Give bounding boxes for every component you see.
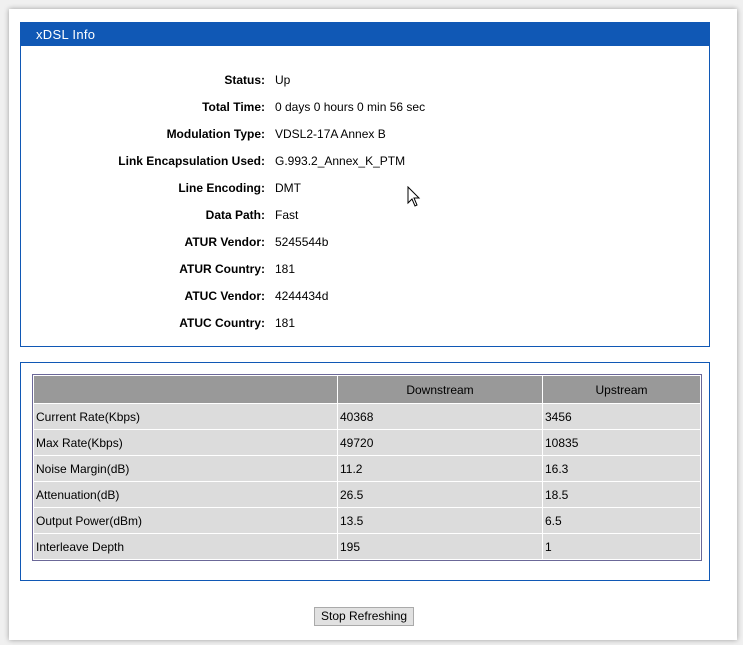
- info-value: G.993.2_Annex_K_PTM: [275, 154, 406, 168]
- info-row: Link Encapsulation Used: G.993.2_Annex_K_…: [21, 153, 709, 169]
- info-value: Fast: [275, 208, 299, 222]
- table-cell: 26.5: [338, 482, 542, 507]
- column-header: Upstream: [543, 376, 700, 403]
- table-cell: 3456: [543, 404, 700, 429]
- info-value: Up: [275, 73, 291, 87]
- info-label: Status:: [224, 73, 265, 87]
- table-cell: 10835: [543, 430, 700, 455]
- info-label: Line Encoding:: [178, 181, 265, 195]
- info-row: Total Time: 0 days 0 hours 0 min 56 sec: [21, 99, 709, 115]
- table-cell: 6.5: [543, 508, 700, 533]
- xdsl-stats-panel: Downstream Upstream Current Rate(Kbps) 403…: [20, 362, 710, 581]
- info-value: VDSL2-17A Annex B: [275, 127, 386, 141]
- table-cell: 13.5: [338, 508, 542, 533]
- info-value: 0 days 0 hours 0 min 56 sec: [275, 100, 426, 114]
- stop-refreshing-button[interactable]: Stop Refreshing: [314, 607, 415, 626]
- table-cell: Max Rate(Kbps): [34, 430, 337, 455]
- info-value: 4244434d: [275, 289, 329, 303]
- table-row: Interleave Depth 195 1: [34, 534, 700, 559]
- info-row: Status: Up: [21, 72, 709, 88]
- column-header: [34, 376, 337, 403]
- table-cell: 49720: [338, 430, 542, 455]
- mouse-cursor-icon: [407, 186, 421, 207]
- table-cell: 16.3: [543, 456, 700, 481]
- info-label: Link Encapsulation Used:: [118, 154, 265, 168]
- info-label: Modulation Type:: [166, 127, 265, 141]
- info-label: ATUR Country:: [179, 262, 265, 276]
- panel-title: xDSL Info: [21, 23, 709, 46]
- info-label: ATUR Vendor:: [184, 235, 265, 249]
- info-label: ATUC Vendor:: [184, 289, 265, 303]
- info-row: Modulation Type: VDSL2-17A Annex B: [21, 126, 709, 142]
- info-label: ATUC Country:: [179, 316, 265, 330]
- table-row: Output Power(dBm) 13.5 6.5: [34, 508, 700, 533]
- table-cell: Current Rate(Kbps): [34, 404, 337, 429]
- table-row: Max Rate(Kbps) 49720 10835: [34, 430, 700, 455]
- xdsl-stats-table: Downstream Upstream Current Rate(Kbps) 403…: [32, 374, 702, 561]
- info-value: DMT: [275, 181, 301, 195]
- table-cell: 11.2: [338, 456, 542, 481]
- table-cell: Noise Margin(dB): [34, 456, 337, 481]
- info-row: Line Encoding: DMT: [21, 180, 709, 196]
- info-value: 181: [275, 316, 296, 330]
- info-label: Total Time:: [202, 100, 265, 114]
- table-cell: Attenuation(dB): [34, 482, 337, 507]
- table-cell: 40368: [338, 404, 542, 429]
- table-cell: 18.5: [543, 482, 700, 507]
- column-header: Downstream: [338, 376, 542, 403]
- info-value: 5245544b: [275, 235, 329, 249]
- info-row: ATUR Vendor: 5245544b: [21, 234, 709, 250]
- table-cell: 195: [338, 534, 542, 559]
- info-value: 181: [275, 262, 296, 276]
- table-row: Noise Margin(dB) 11.2 16.3: [34, 456, 700, 481]
- table-row: Attenuation(dB) 26.5 18.5: [34, 482, 700, 507]
- table-cell: 1: [543, 534, 700, 559]
- info-row: ATUC Vendor: 4244434d: [21, 288, 709, 304]
- table-cell: Interleave Depth: [34, 534, 337, 559]
- xdsl-info-panel: xDSL Info Status: Up Total Time: 0 days 0 h…: [20, 22, 710, 347]
- info-label: Data Path:: [205, 208, 265, 222]
- info-row: Data Path: Fast: [21, 207, 709, 223]
- info-row: ATUR Country: 181: [21, 261, 709, 277]
- info-row: ATUC Country: 181: [21, 315, 709, 331]
- table-row: Current Rate(Kbps) 40368 3456: [34, 404, 700, 429]
- table-cell: Output Power(dBm): [34, 508, 337, 533]
